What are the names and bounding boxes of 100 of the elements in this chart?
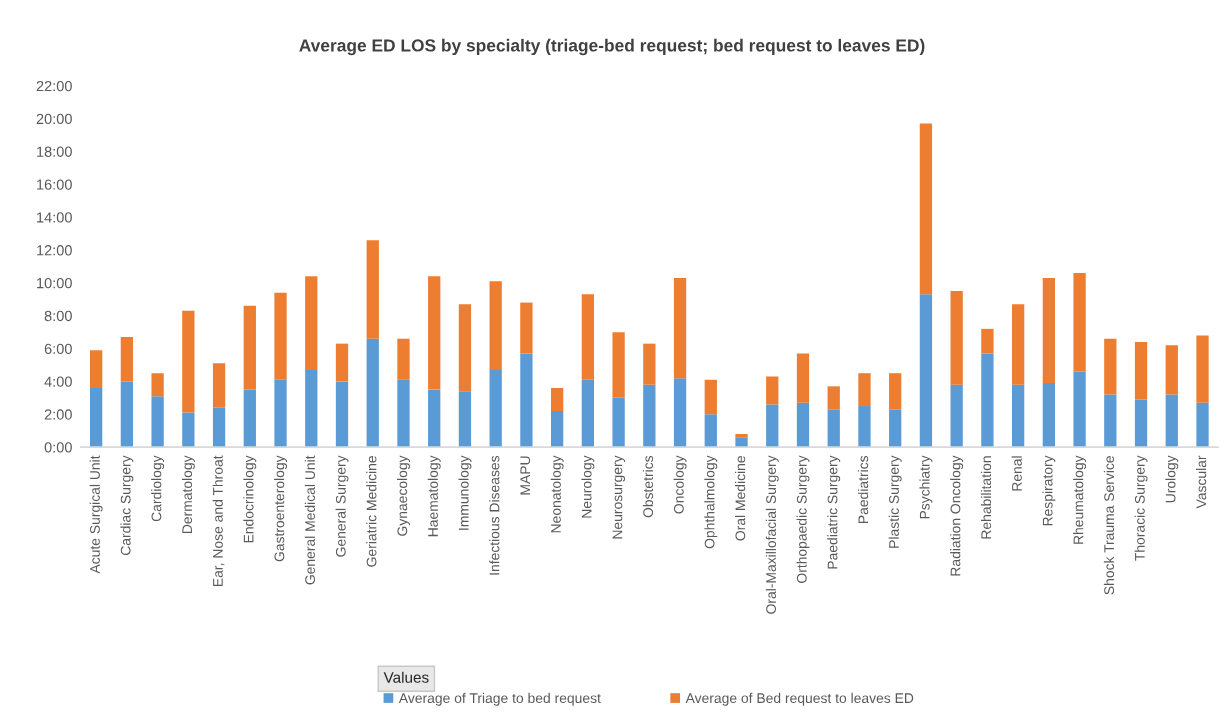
x-tick-label: General Surgery <box>335 455 349 557</box>
x-tick-label: Ear, Nose and Throat <box>212 455 225 587</box>
bar <box>274 379 287 448</box>
bar <box>1196 335 1209 403</box>
bar <box>458 391 472 448</box>
bar <box>243 389 256 448</box>
bar <box>1011 384 1025 448</box>
bar <box>428 276 441 390</box>
y-tick-label: 16:00 <box>37 179 72 190</box>
bar <box>182 310 195 413</box>
x-tick-label: Radiation Oncology <box>950 455 964 576</box>
bar <box>550 387 564 411</box>
bar <box>428 389 441 448</box>
x-tick-label: Oral-Maxillofacial Surgery <box>765 455 779 614</box>
bar <box>305 276 318 370</box>
bar <box>919 123 933 295</box>
bar <box>489 281 502 370</box>
bar <box>1165 345 1178 395</box>
y-tick-label: 8:00 <box>44 310 72 322</box>
bar <box>335 381 349 448</box>
x-tick-label: Paediatric Surgery <box>827 455 841 569</box>
y-tick-label: 20:00 <box>36 113 72 125</box>
bar <box>151 373 164 397</box>
bar <box>335 343 349 382</box>
bar <box>520 353 533 448</box>
bar <box>151 396 164 448</box>
bar <box>889 409 902 448</box>
x-tick-label: MAPU <box>520 456 531 495</box>
x-tick-label: Gynaecology <box>397 455 410 536</box>
x-tick-label: Oncology <box>673 455 687 514</box>
bar <box>766 404 779 448</box>
bar <box>889 373 902 410</box>
bar <box>919 294 933 448</box>
x-tick-label: Acute Surgical Unit <box>89 455 103 574</box>
bar <box>612 332 625 398</box>
x-tick-label: Gastroenterology <box>274 455 288 562</box>
bar <box>1011 304 1025 385</box>
y-tick-label: 0:00 <box>44 442 72 453</box>
y-tick-label: 6:00 <box>44 343 72 354</box>
x-tick-label: Thoracic Surgery <box>1134 455 1148 561</box>
x-tick-label: Immunology <box>458 455 472 530</box>
bar <box>212 363 226 408</box>
bar <box>120 337 134 382</box>
bar <box>735 433 748 438</box>
bar <box>1165 394 1178 448</box>
legend-label: Average of Bed request to leaves ED <box>685 692 914 706</box>
bar <box>827 409 840 448</box>
bar <box>704 379 717 415</box>
y-tick-label: 12:00 <box>37 245 72 256</box>
x-tick-label: Ophthalmology <box>704 455 718 549</box>
bar <box>673 378 687 448</box>
bar <box>950 291 963 385</box>
bar <box>1073 273 1086 372</box>
bar <box>796 353 810 403</box>
y-tick-label: 14:00 <box>37 212 72 223</box>
bar <box>858 373 871 407</box>
bar <box>735 437 748 448</box>
x-tick-label: Haematology <box>427 455 441 537</box>
bar <box>1042 277 1055 384</box>
x-tick-label: General Medical Unit <box>304 455 315 585</box>
x-tick-label: Urology <box>1165 455 1179 503</box>
bar <box>827 386 840 410</box>
bar <box>366 338 379 448</box>
x-tick-label: Respiratory <box>1042 455 1056 526</box>
bar <box>1104 338 1117 395</box>
y-tick-label: 22:00 <box>36 80 72 92</box>
bar <box>182 412 195 448</box>
x-tick-label: Neurosurgery <box>612 455 626 539</box>
bar <box>1134 399 1148 448</box>
bar <box>305 369 318 448</box>
bar <box>489 369 502 448</box>
bar <box>212 407 226 448</box>
bar <box>366 240 379 339</box>
x-tick-label: Obstetrics <box>642 455 654 518</box>
x-tick-label: Dermatology <box>181 455 195 534</box>
bar <box>643 343 656 385</box>
x-tick-label: Oral Medicine <box>735 456 746 541</box>
bar <box>1196 402 1209 448</box>
x-tick-label: Orthopaedic Surgery <box>796 455 810 583</box>
bar <box>981 353 994 448</box>
x-tick-label: Paediatrics <box>857 455 869 523</box>
bar <box>458 304 472 392</box>
x-tick-label: Psychiatry <box>919 455 933 519</box>
bar <box>397 379 410 448</box>
bar <box>766 376 779 405</box>
bar <box>120 381 134 448</box>
bar <box>950 384 963 448</box>
x-tick-label: Cardiology <box>151 455 165 522</box>
x-tick-label: Renal <box>1011 456 1022 491</box>
y-tick-label: 2:00 <box>44 409 72 420</box>
bar <box>581 379 595 448</box>
bar <box>550 410 564 448</box>
x-tick-label: Shock Trauma Service <box>1103 456 1115 595</box>
y-tick-label: 10:00 <box>37 277 72 289</box>
legend-label: Average of Triage to bed request <box>398 692 601 706</box>
x-tick-label: Geriatric Medicine <box>366 456 377 567</box>
y-tick-label: 18:00 <box>37 146 72 157</box>
x-tick-label: Infectious Diseases <box>489 455 500 575</box>
bar <box>397 338 410 380</box>
bar <box>1042 383 1055 448</box>
